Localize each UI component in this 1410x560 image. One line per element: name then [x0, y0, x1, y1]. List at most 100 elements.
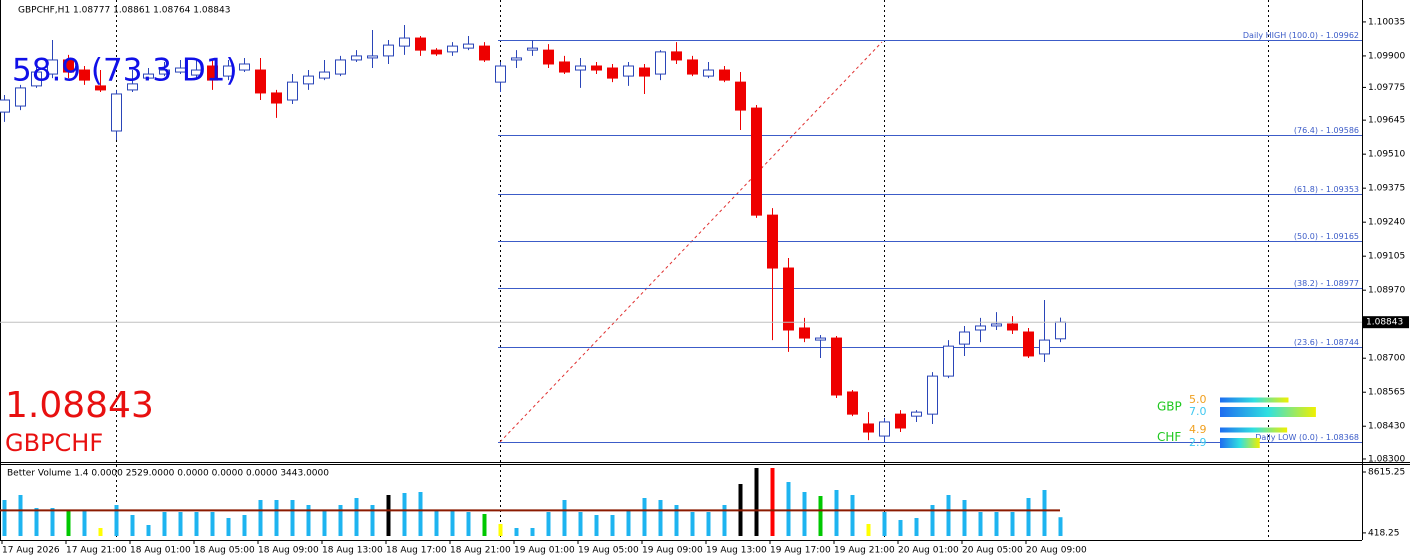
candle-body — [287, 81, 298, 101]
x-tick-label: 20 Aug 09:00 — [1026, 546, 1087, 556]
fib-label: (50.0) - 1.09165 — [1294, 232, 1359, 241]
candles — [0, 24, 1066, 442]
volume-bar — [674, 505, 679, 536]
volume-bar — [498, 524, 503, 536]
fib-label: (61.8) - 1.09353 — [1294, 185, 1359, 194]
candle-body — [239, 63, 250, 71]
x-tick-label: 19 Aug 13:00 — [706, 546, 767, 556]
volume-bar — [706, 512, 711, 536]
candle-body — [159, 69, 170, 75]
volume-bar — [626, 510, 631, 536]
candle-body — [591, 65, 602, 71]
x-tick-label: 18 Aug 17:00 — [386, 546, 447, 556]
x-tick-label: 18 Aug 01:00 — [130, 546, 191, 556]
candle-body — [335, 59, 346, 75]
volume-bar — [546, 512, 551, 536]
x-tick-label: 20 Aug 05:00 — [962, 546, 1023, 556]
volume-bar — [562, 500, 567, 536]
fib-label: (23.6) - 1.08744 — [1294, 338, 1359, 347]
volume-bar — [418, 492, 423, 536]
strength-bar — [1220, 407, 1316, 417]
candle-body — [79, 69, 90, 81]
candle-body — [463, 43, 474, 49]
volume-bar — [658, 500, 663, 536]
candle-body — [15, 87, 26, 107]
candle-body — [63, 59, 74, 73]
volume-bar — [802, 492, 807, 536]
chart-title: 58.9 (73.3 D1) — [12, 53, 238, 89]
y-tick-label: 8615.25 — [1368, 468, 1405, 478]
strength-label: 7.0 — [1189, 405, 1207, 418]
candle-body — [879, 421, 890, 437]
x-tick-label: 19 Aug 21:00 — [834, 546, 895, 556]
candle-body — [639, 67, 650, 77]
y-tick-label: 1.09375 — [1368, 184, 1405, 194]
candle-body — [31, 71, 42, 87]
candle-body — [943, 345, 954, 377]
x-tick-label: 19 Aug 17:00 — [770, 546, 831, 556]
candle-body — [223, 65, 234, 77]
y-tick-label: 1.09105 — [1368, 252, 1405, 262]
candle-body — [111, 93, 122, 132]
current-price-box — [1363, 316, 1409, 329]
strength-bar — [1220, 438, 1260, 448]
strength-bar — [1220, 427, 1288, 433]
candle-body — [895, 413, 906, 429]
y-tick-label: 1.09510 — [1368, 150, 1405, 160]
candle-body — [175, 67, 186, 73]
volume-bar — [914, 518, 919, 536]
volume-bar — [370, 505, 375, 536]
x-tick-label: 17 Aug 2026 — [2, 546, 60, 556]
candle-body — [863, 423, 874, 433]
candle-body — [767, 214, 778, 269]
volume-bar — [466, 512, 471, 536]
volume-bar — [306, 505, 311, 536]
x-tick-label: 19 Aug 09:00 — [642, 546, 703, 556]
candle-body — [607, 67, 618, 79]
candle-body — [399, 37, 410, 47]
x-tick-label: 18 Aug 13:00 — [322, 546, 383, 556]
x-tick-label: 19 Aug 01:00 — [514, 546, 575, 556]
candle-body — [799, 327, 810, 339]
candle-body — [511, 57, 522, 61]
candle-body — [575, 65, 586, 71]
candle-body — [1023, 331, 1034, 357]
volume-bar — [978, 512, 983, 536]
strength-label: 5.0 — [1189, 393, 1207, 406]
volume-bar — [594, 514, 599, 536]
candle-body — [95, 85, 106, 91]
volume-bar — [1026, 498, 1031, 536]
x-tick-label: 19 Aug 05:00 — [578, 546, 639, 556]
candle-body — [719, 69, 730, 81]
volume-bar — [642, 498, 647, 536]
volume-bar — [450, 510, 455, 536]
volume-bar — [962, 500, 967, 536]
y-tick-label: 1.09775 — [1368, 83, 1405, 93]
volume-bar — [402, 493, 407, 536]
price-big: 1.08843 — [5, 385, 154, 426]
candle-body — [303, 75, 314, 85]
currency-strength: GBP 5.07.0 CHF 4.92.9 — [1157, 393, 1316, 449]
volume-bar — [162, 512, 167, 536]
volume-bar — [258, 500, 263, 536]
volume-bar — [722, 505, 727, 536]
volume-bar — [994, 512, 999, 536]
volume-bar — [530, 527, 535, 536]
candle-body — [143, 73, 154, 79]
y-tick-label: 1.08300 — [1368, 454, 1405, 464]
strength-bar — [1220, 397, 1289, 403]
y-tick-label: 418.25 — [1368, 528, 1400, 538]
fib-levels: Daily HIGH (100.0) - 1.09962 (76.4) - 1.0… — [498, 31, 1362, 443]
candle-body — [831, 337, 842, 396]
volume-bar — [354, 498, 359, 536]
candle-body — [655, 51, 666, 75]
x-tick-label: 18 Aug 21:00 — [450, 546, 511, 556]
candle-body — [191, 69, 202, 76]
candle-body — [383, 44, 394, 57]
chart-header: GBPCHF,H1 1.08777 1.08861 1.08764 1.0884… — [18, 6, 230, 16]
volume-bar — [610, 514, 615, 536]
candle-body — [415, 37, 426, 51]
volume-bar — [34, 508, 39, 536]
